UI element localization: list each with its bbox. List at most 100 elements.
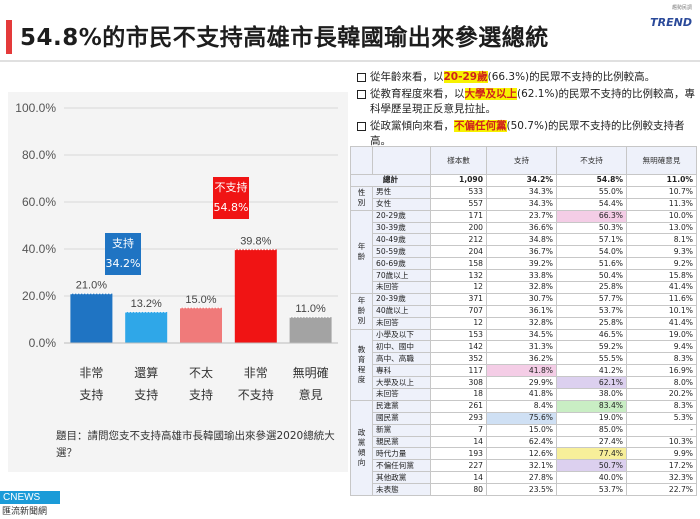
table-cell: 77.4%	[556, 447, 627, 461]
row-label: 民進黨	[372, 399, 431, 413]
bar-value-label: 21.0%	[76, 280, 107, 292]
table-cell: 16.9%	[626, 364, 697, 378]
table-cell: 14	[430, 435, 487, 449]
checkbox-bullet-icon	[357, 73, 366, 82]
table-row: 60-69歲 158 39.2% 51.6% 9.2%	[351, 257, 697, 271]
table-cell: 32.3%	[626, 471, 697, 485]
callout-box	[105, 233, 141, 275]
table-cell: 41.8%	[486, 388, 557, 401]
table-cell: 32.8%	[486, 316, 557, 330]
table-row: 未回答 12 32.8% 25.8% 41.4%	[351, 281, 697, 294]
bar-value-label: 15.0%	[185, 294, 216, 306]
table-cell: 8.4%	[486, 399, 557, 413]
table-row: 新黨 7 15.0% 85.0% -	[351, 423, 697, 437]
table-cell: 10.3%	[626, 435, 697, 449]
row-label: 未表態	[372, 483, 431, 497]
row-label: 高中、高職	[372, 352, 431, 366]
table-cell: 41.2%	[556, 364, 627, 378]
row-label: 不偏任何黨	[372, 459, 431, 473]
table-row: 初中、國中 142 31.3% 59.2% 9.4%	[351, 340, 697, 354]
table-row-total: 總計 1,090 34.2% 54.8% 11.0%	[350, 174, 697, 187]
x-tick-label: 支持	[189, 387, 213, 402]
table-cell: 25.8%	[556, 281, 627, 294]
table-cell: 30.7%	[486, 292, 557, 306]
x-tick-label: 支持	[79, 387, 103, 402]
finding-text: 從政黨傾向來看，	[370, 119, 454, 132]
row-label: 新黨	[372, 423, 431, 437]
y-tick-label: 20.0%	[22, 289, 56, 303]
x-tick-label: 不太	[189, 365, 213, 380]
table-cell: 39.2%	[486, 257, 557, 271]
table-cell: 36.1%	[486, 304, 557, 318]
table-cell: 53.7%	[556, 304, 627, 318]
table-cell: 13.0%	[626, 221, 697, 235]
x-tick-label: 不支持	[238, 387, 274, 402]
table-cell: 62.1%	[556, 376, 627, 390]
table-cell: 66.3%	[556, 209, 627, 223]
table-cell: 15.0%	[486, 423, 557, 437]
y-tick-label: 0.0%	[29, 336, 57, 350]
table-cell: 533	[430, 185, 487, 199]
callout-box	[213, 177, 249, 219]
table-cell: 54.0%	[556, 245, 627, 259]
callout-label: 不支持	[215, 180, 248, 194]
table-cell: 23.5%	[486, 483, 557, 497]
x-tick-label: 無明確	[293, 365, 329, 380]
row-label: 初中、國中	[372, 340, 431, 354]
table-row: 大學及以上 308 29.9% 62.1% 8.0%	[351, 376, 697, 390]
bar-value-label: 13.2%	[131, 298, 162, 310]
row-label: 國民黨	[372, 411, 431, 425]
table-cell: 293	[430, 411, 487, 425]
table-cell: 41.4%	[626, 281, 697, 294]
table-cell: 27.4%	[556, 435, 627, 449]
table-cell: 62.4%	[486, 435, 557, 449]
table-cell: 29.9%	[486, 376, 557, 390]
row-label: 60-69歲	[372, 257, 431, 271]
title-accent-bar	[6, 20, 12, 54]
table-cell: 193	[430, 447, 487, 461]
survey-question: 題目：請問您支不支持高雄市長韓國瑜出來參選2020總統大選？	[56, 430, 335, 459]
table-cell: 23.7%	[486, 209, 557, 223]
table-cell: 200	[430, 221, 487, 235]
checkbox-bullet-icon	[357, 89, 366, 99]
table-cell: 51.6%	[556, 257, 627, 271]
table-row: 未回答 12 32.8% 25.8% 41.4%	[351, 316, 697, 330]
table-cell: 57.7%	[556, 292, 627, 306]
bar-chart: 0.0%20.0%40.0%60.0%80.0%100.0%21.0%非常支持1…	[15, 101, 338, 402]
row-label: 40歲以上	[372, 304, 431, 318]
bar-value-label: 39.8%	[240, 235, 271, 247]
table-cell: 75.6%	[486, 411, 557, 425]
table-cell: 34.3%	[486, 197, 557, 211]
table-cell: 34.8%	[486, 233, 557, 247]
table-cell: 9.4%	[626, 340, 697, 354]
table-cell: 34.3%	[486, 185, 557, 199]
y-tick-label: 60.0%	[22, 195, 56, 209]
table-row: 高中、高職 352 36.2% 55.5% 8.3%	[351, 352, 697, 366]
crosstab-table-wrap: 樣本數 支持 不支持 無明確意見 總計 1,090 34.2% 54.8% 11.0% 性…	[350, 146, 697, 512]
row-label: 40-49歲	[372, 233, 431, 247]
row-label: 男性	[372, 185, 431, 199]
table-cell: 352	[430, 352, 487, 366]
table-row: 50-59歲 204 36.7% 54.0% 9.3%	[351, 245, 697, 259]
bar	[234, 249, 277, 343]
header-cell	[372, 146, 431, 175]
finding-item: 從政黨傾向來看，不偏任何黨(50.7%)的民眾不支持的比例較支持者高。	[356, 119, 696, 150]
table-cell: 27.8%	[486, 471, 557, 485]
table-cell: 19.0%	[556, 411, 627, 425]
x-tick-label: 非常	[79, 366, 103, 380]
row-label: 20-29歲	[372, 209, 431, 223]
table-cell: 31.3%	[486, 340, 557, 354]
row-label: 未回答	[372, 316, 431, 330]
row-group-label: 年齡	[350, 209, 373, 294]
table-cell: 158	[430, 257, 487, 271]
table-cell: 36.2%	[486, 352, 557, 366]
header-cell	[350, 146, 373, 175]
table-row: 性別 男性 533 34.3% 55.0% 10.7%	[350, 185, 697, 211]
bar	[180, 307, 222, 343]
callout-value: 34.2%	[106, 257, 141, 270]
cnews-logo-bottom: 匯流新聞網	[2, 507, 48, 517]
row-label: 總計	[350, 174, 431, 187]
table-cell: 9.2%	[626, 257, 697, 271]
bar-value-label: 11.0%	[295, 303, 326, 315]
table-cell: 25.8%	[556, 316, 627, 330]
